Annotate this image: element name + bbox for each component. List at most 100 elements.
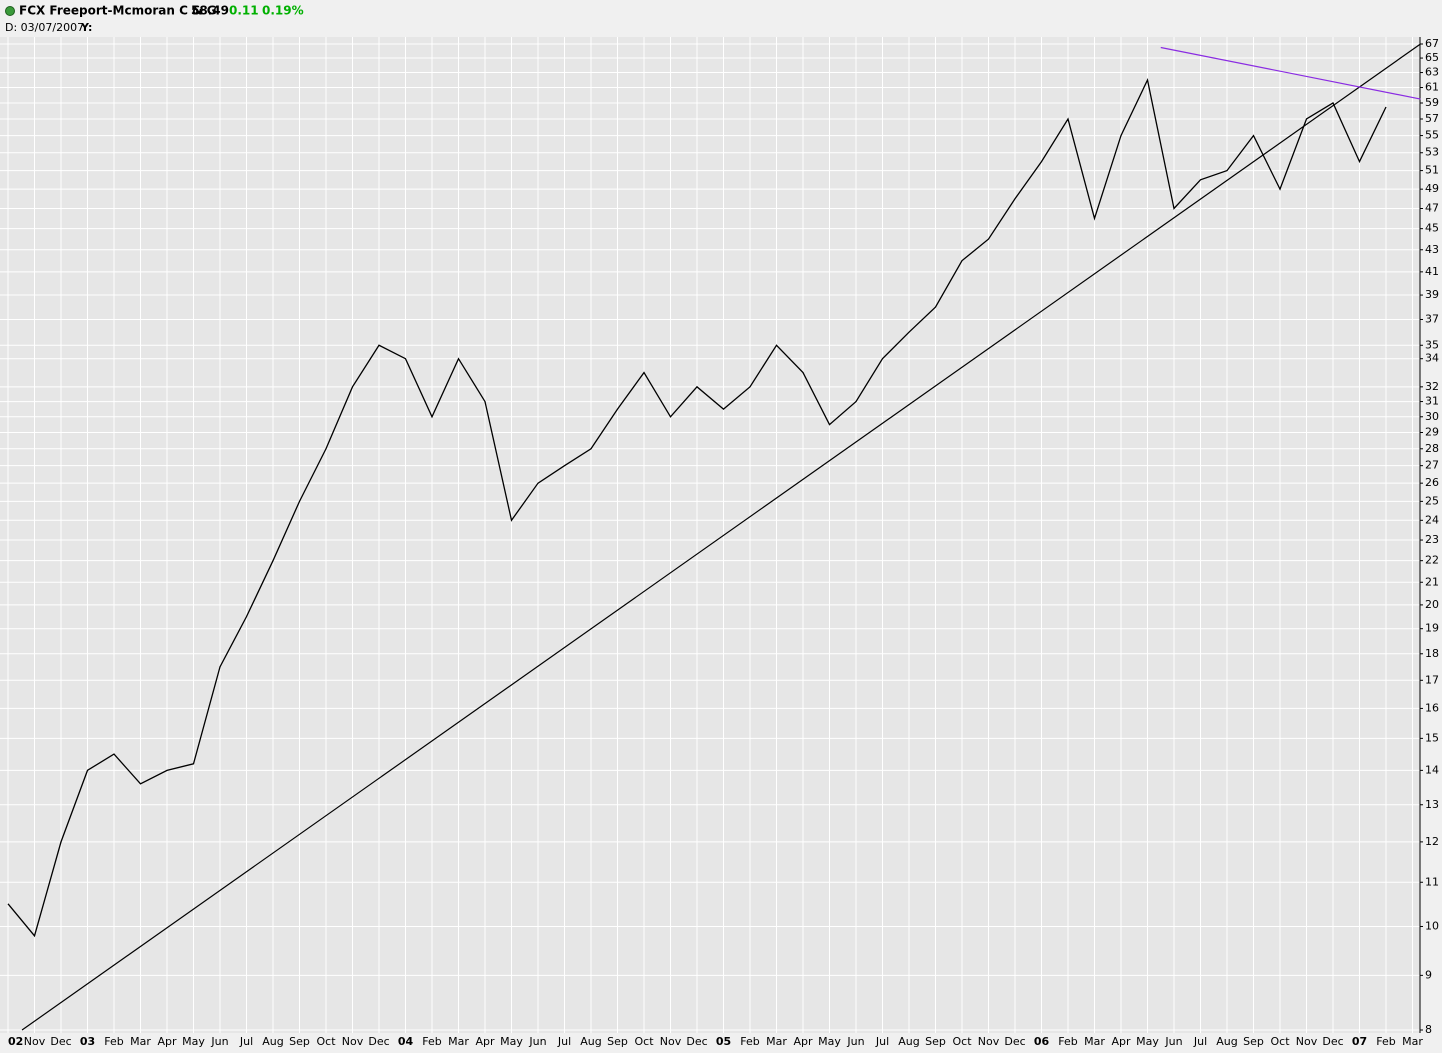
- x-tick-label: Oct: [952, 1035, 972, 1048]
- x-tick-label: Feb: [740, 1035, 759, 1048]
- y-tick-label: 20: [1425, 598, 1439, 611]
- x-tick-label: Jul: [239, 1035, 253, 1048]
- x-tick-label: Feb: [104, 1035, 123, 1048]
- y-label: Y:: [80, 21, 92, 34]
- x-tick-label: Sep: [607, 1035, 628, 1048]
- x-tick-label: May: [1136, 1035, 1159, 1048]
- x-tick-label: Mar: [1402, 1035, 1423, 1048]
- trendline: [21, 43, 1421, 1031]
- y-tick-label: 23: [1425, 533, 1439, 546]
- x-tick-label: Dec: [368, 1035, 389, 1048]
- y-tick-label: 11: [1425, 875, 1439, 888]
- y-tick-label: 27: [1425, 459, 1439, 472]
- y-tick-label: 17: [1425, 673, 1439, 686]
- last-price: 58.49: [191, 4, 229, 18]
- x-tick-label: Nov: [660, 1035, 682, 1048]
- y-tick-label: 26: [1425, 476, 1439, 489]
- y-tick-label: 13: [1425, 798, 1439, 811]
- x-tick-label: Jul: [875, 1035, 889, 1048]
- y-tick-label: 61: [1425, 81, 1439, 94]
- y-tick-label: 67: [1425, 37, 1439, 50]
- x-tick-label: Sep: [289, 1035, 310, 1048]
- x-tick-label: 05: [716, 1035, 731, 1048]
- y-tick-label: 19: [1425, 622, 1439, 635]
- y-tick-label: 22: [1425, 554, 1439, 567]
- y-tick-label: 59: [1425, 96, 1439, 109]
- x-tick-label: Jul: [1193, 1035, 1207, 1048]
- x-tick-label: Dec: [1322, 1035, 1343, 1048]
- x-tick-label: Jul: [557, 1035, 571, 1048]
- y-tick-label: 29: [1425, 426, 1439, 439]
- x-tick-label: Dec: [1004, 1035, 1025, 1048]
- x-tick-label: Aug: [1216, 1035, 1237, 1048]
- plot-area: [0, 37, 1420, 1033]
- x-tick-label: 03: [80, 1035, 95, 1048]
- price-line: [7, 77, 1387, 938]
- y-tick-label: 53: [1425, 146, 1439, 159]
- x-tick-label: Nov: [1296, 1035, 1318, 1048]
- x-tick-label: Feb: [422, 1035, 441, 1048]
- y-tick-label: 30: [1425, 410, 1439, 423]
- x-tick-label: Jun: [846, 1035, 864, 1048]
- trendline: [1160, 46, 1421, 100]
- x-tick-label: Apr: [793, 1035, 813, 1048]
- y-tick-label: 45: [1425, 222, 1439, 235]
- y-tick-label: 47: [1425, 201, 1439, 214]
- y-tick-label: 65: [1425, 51, 1439, 64]
- y-tick-label: 51: [1425, 164, 1439, 177]
- x-tick-label: Apr: [475, 1035, 495, 1048]
- x-tick-label: May: [182, 1035, 205, 1048]
- y-tick-label: 49: [1425, 182, 1439, 195]
- y-tick-label: 57: [1425, 112, 1439, 125]
- x-tick-label: 02: [8, 1035, 23, 1048]
- x-tick-label: Jun: [1164, 1035, 1182, 1048]
- x-tick-label: 06: [1034, 1035, 1050, 1048]
- y-tick-label: 63: [1425, 66, 1439, 79]
- x-tick-label: Oct: [1270, 1035, 1290, 1048]
- x-tick-label: Dec: [686, 1035, 707, 1048]
- x-tick-label: Jun: [528, 1035, 546, 1048]
- x-tick-label: Mar: [766, 1035, 787, 1048]
- x-tick-label: May: [818, 1035, 841, 1048]
- y-tick-label: 12: [1425, 835, 1439, 848]
- y-tick-label: 37: [1425, 312, 1439, 325]
- x-tick-label: Jun: [210, 1035, 228, 1048]
- x-tick-label: Oct: [634, 1035, 654, 1048]
- y-tick-label: 15: [1425, 731, 1439, 744]
- x-tick-label: Nov: [342, 1035, 364, 1048]
- y-tick-label: 31: [1425, 395, 1439, 408]
- y-tick-label: 14: [1425, 763, 1439, 776]
- x-tick-label: Nov: [24, 1035, 46, 1048]
- y-tick-label: 16: [1425, 701, 1439, 714]
- y-tick-label: 25: [1425, 494, 1439, 507]
- y-tick-label: 39: [1425, 288, 1439, 301]
- x-tick-label: Sep: [925, 1035, 946, 1048]
- x-tick-label: Aug: [262, 1035, 283, 1048]
- x-tick-label: Apr: [157, 1035, 177, 1048]
- y-tick-label: 43: [1425, 243, 1439, 256]
- x-tick-label: Aug: [898, 1035, 919, 1048]
- y-tick-label: 55: [1425, 129, 1439, 142]
- y-tick-label: 8: [1425, 1023, 1432, 1036]
- y-tick-label: 28: [1425, 442, 1439, 455]
- x-tick-label: Sep: [1243, 1035, 1264, 1048]
- x-tick-label: Mar: [1084, 1035, 1105, 1048]
- x-tick-label: Nov: [978, 1035, 1000, 1048]
- y-tick-label: 21: [1425, 575, 1439, 588]
- x-tick-label: May: [500, 1035, 523, 1048]
- x-tick-label: Aug: [580, 1035, 601, 1048]
- x-tick-label: Oct: [316, 1035, 336, 1048]
- date-label: D: 03/07/2007: [5, 21, 84, 34]
- y-tick-label: 10: [1425, 919, 1439, 932]
- x-tick-label: Feb: [1376, 1035, 1395, 1048]
- y-tick-label: 32: [1425, 380, 1439, 393]
- change-pct: 0.19%: [262, 4, 304, 18]
- x-tick-label: Mar: [448, 1035, 469, 1048]
- symbol: FCX Freeport-Mcmoran C & G: [19, 4, 217, 18]
- status-icon: [5, 6, 15, 16]
- x-tick-label: Apr: [1111, 1035, 1131, 1048]
- y-tick-label: 24: [1425, 513, 1439, 526]
- y-tick-label: 18: [1425, 647, 1439, 660]
- y-tick-label: 35: [1425, 338, 1439, 351]
